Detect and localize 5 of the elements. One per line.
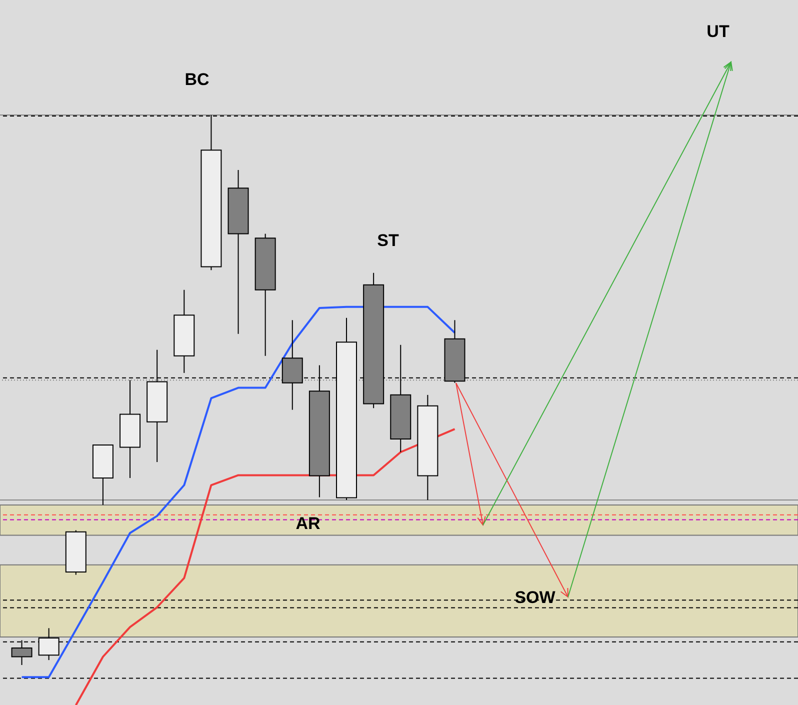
text: SOW [514,588,556,607]
annotation: ST [377,231,400,250]
text: UT [706,22,730,41]
annotation: AR [296,514,320,533]
text: BC [184,70,210,89]
